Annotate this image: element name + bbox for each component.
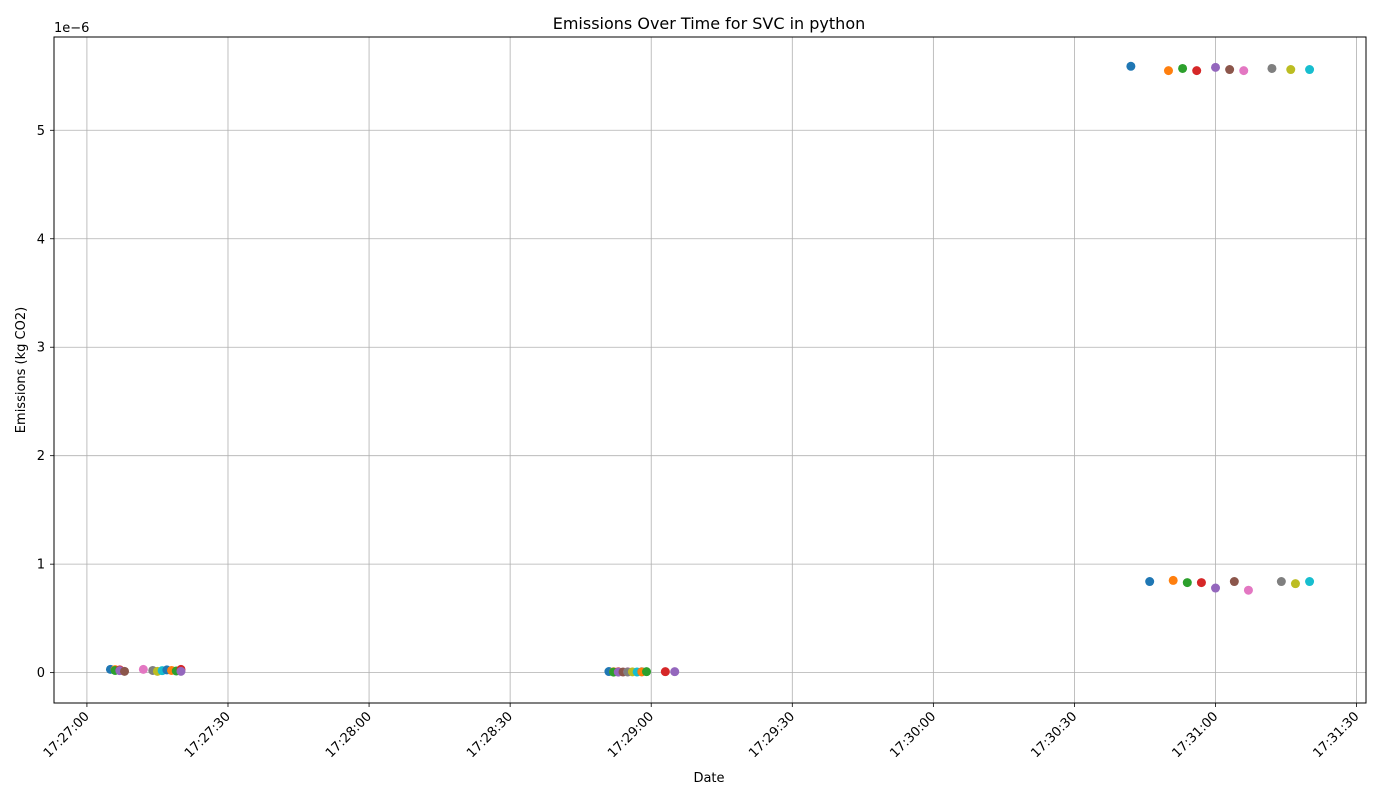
data-point [1267,63,1277,73]
grid-lines [54,37,1366,703]
y-tick-label: 3 [37,341,45,356]
x-tick-label: 17:27:30 [182,709,234,761]
data-point [1225,65,1235,75]
scatter-points [105,61,1315,677]
x-tick-label: 17:28:00 [323,709,375,761]
data-point [138,664,148,674]
data-point [1168,575,1178,585]
y-tick-label: 5 [37,124,45,139]
y-tick-label: 0 [37,666,45,681]
data-point [1211,583,1221,593]
data-point [1178,63,1188,73]
chart-title: Emissions Over Time for SVC in python [553,14,866,33]
x-tick-label: 17:29:00 [605,709,657,761]
plot-area-frame [53,36,1367,704]
y-tick-label: 1 [37,558,45,573]
y-tick-label: 4 [37,232,45,247]
data-point [1211,62,1221,72]
data-point [1126,61,1136,71]
x-tick-label: 17:31:00 [1169,709,1221,761]
data-point [176,666,186,676]
data-point [1192,66,1202,76]
data-point [1305,577,1315,587]
y-tick-label: 2 [37,449,45,464]
data-point [1276,577,1286,587]
data-point [660,667,670,677]
data-point [1163,66,1173,76]
x-tick-label: 17:28:30 [464,709,516,761]
y-axis-label: Emissions (kg CO2) [14,307,29,433]
data-point [1145,577,1155,587]
x-tick-label: 17:30:30 [1028,709,1080,761]
x-axis-ticks: 17:27:00 17:27:30 17:28:00 17:28:30 17:29:00… [41,703,1363,761]
x-tick-label: 17:27:00 [41,709,93,761]
x-tick-label: 17:30:00 [887,709,939,761]
data-point [642,667,652,677]
data-point [1243,585,1253,595]
data-point [670,667,680,677]
data-point [1290,579,1300,589]
data-point [1286,65,1296,75]
y-axis-offset-label: 1e−6 [54,21,89,36]
x-axis-label: Date [693,771,724,786]
data-point [1305,65,1315,75]
data-point [1182,578,1192,588]
x-tick-label: 17:29:30 [746,709,798,761]
data-point [1229,577,1239,587]
y-axis-ticks: 0 1 2 3 4 5 [37,124,54,681]
x-tick-label: 17:31:30 [1311,709,1363,761]
data-point [1239,66,1249,76]
data-point [1196,578,1206,588]
data-point [120,666,130,676]
